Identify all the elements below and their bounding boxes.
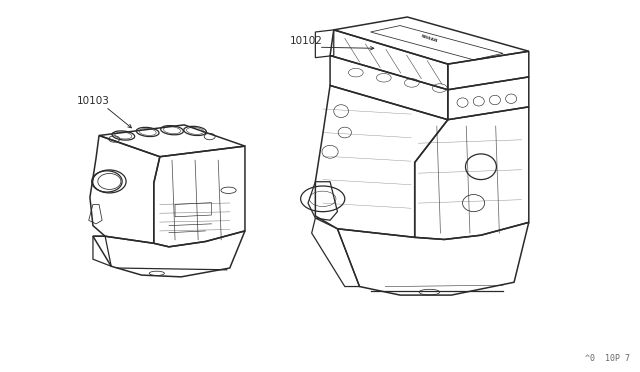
Text: 10102: 10102: [289, 36, 323, 46]
Text: 10103: 10103: [76, 96, 109, 106]
Text: ^0  10P 7: ^0 10P 7: [586, 354, 630, 363]
Text: NISSAN: NISSAN: [420, 34, 438, 43]
